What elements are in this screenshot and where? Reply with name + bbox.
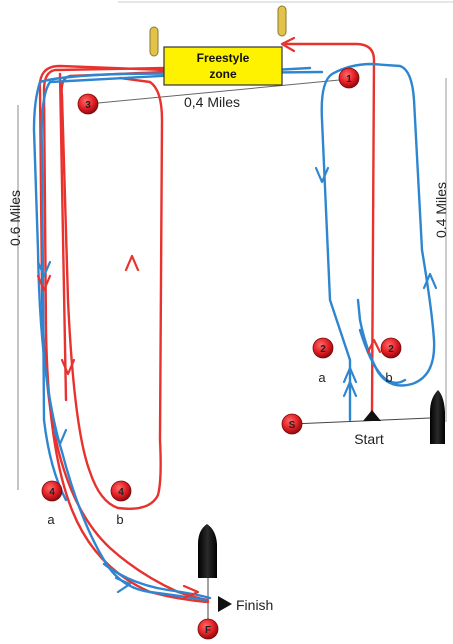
label-4a: a <box>47 512 55 527</box>
svg-text:S: S <box>289 420 296 431</box>
buoy-2b: 2 <box>380 337 402 359</box>
svg-text:F: F <box>205 625 211 636</box>
zone-pole-left <box>149 26 159 57</box>
red-route <box>38 42 376 604</box>
buoy-2a: 2 <box>312 337 334 359</box>
label-4b: b <box>116 512 123 527</box>
svg-text:3: 3 <box>85 100 91 111</box>
zone-pole-right <box>277 5 287 37</box>
distance-line-top <box>87 78 351 105</box>
distance-label-left: 0.6 Miles <box>7 190 23 246</box>
buoy-finish: F <box>197 618 219 640</box>
svg-text:2: 2 <box>320 344 326 355</box>
svg-text:2: 2 <box>388 344 394 355</box>
distance-label-right: 0.4 Miles <box>433 182 449 238</box>
start-boat <box>363 390 445 444</box>
freestyle-zone: Freestyle zone <box>149 5 287 86</box>
label-2b: b <box>385 370 392 385</box>
buoy-start: S <box>281 413 303 435</box>
svg-text:1: 1 <box>346 74 352 85</box>
svg-text:4: 4 <box>118 487 124 498</box>
buoy-1: 1 <box>338 67 360 89</box>
buoy-3: 3 <box>77 93 99 115</box>
zone-label-line1: Freestyle <box>197 51 250 65</box>
zone-label-line2: zone <box>209 67 237 81</box>
start-line <box>291 417 431 425</box>
svg-text:4: 4 <box>49 487 55 498</box>
start-label: Start <box>354 431 384 447</box>
finish-label: Finish <box>236 597 273 613</box>
label-2a: a <box>318 370 326 385</box>
buoy-4b: 4 <box>110 480 132 502</box>
finish-boat <box>198 524 232 612</box>
buoy-4a: 4 <box>41 480 63 502</box>
zone-box <box>163 46 283 86</box>
route-arrowheads <box>36 36 438 600</box>
distance-label-top: 0,4 Miles <box>184 94 240 110</box>
